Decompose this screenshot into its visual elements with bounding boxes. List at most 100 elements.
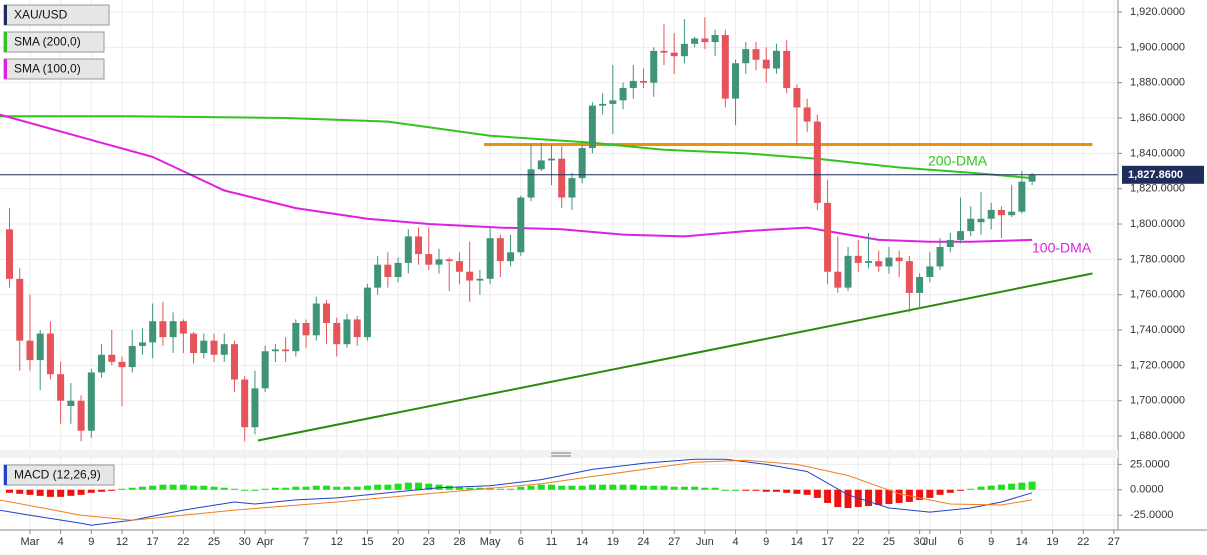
x-tick-label: 9 <box>988 536 994 548</box>
macd-histogram-bar <box>864 489 872 507</box>
candle-body <box>1028 174 1036 182</box>
legend-item[interactable]: MACD (12,26,9) <box>3 464 115 486</box>
macd-histogram-bar <box>885 489 893 504</box>
y-tick-label: 1,920.0000 <box>1130 6 1185 18</box>
macd-histogram-bar <box>404 482 412 490</box>
macd-histogram-bar <box>547 484 555 490</box>
macd-histogram-bar <box>527 485 535 490</box>
x-tick-label: 9 <box>763 536 769 548</box>
y-tick-label: 1,740.0000 <box>1130 324 1185 336</box>
x-tick-label: 30 <box>913 536 925 548</box>
panel-divider[interactable] <box>0 450 1118 458</box>
candle-body <box>721 34 729 99</box>
macd-histogram-bar <box>670 486 678 490</box>
macd-histogram-bar <box>363 485 371 490</box>
x-tick-label: 15 <box>361 536 373 548</box>
candle-body <box>762 59 770 69</box>
legend-swatch <box>4 32 7 52</box>
candle-body <box>292 322 300 352</box>
candle-body <box>190 333 198 354</box>
macd-histogram-bar <box>169 484 177 490</box>
candle-body <box>138 342 146 346</box>
x-tick-label: 4 <box>58 536 64 548</box>
x-tick-label: 17 <box>821 536 833 548</box>
candle-body <box>323 303 331 323</box>
legend-label: SMA (100,0) <box>14 62 81 76</box>
candle-body <box>844 255 852 288</box>
candle-body <box>732 63 740 99</box>
candle-body <box>609 100 617 104</box>
macd-histogram-bar <box>916 489 924 500</box>
macd-histogram-bar <box>220 487 228 490</box>
candle-body <box>701 38 709 43</box>
candle-body <box>507 252 515 262</box>
candle-body <box>67 400 75 407</box>
candle-body <box>885 257 893 267</box>
x-tick-label: May <box>480 536 501 548</box>
candle-body <box>425 254 433 265</box>
macd-histogram-bar <box>711 487 719 490</box>
y-tick-label: 1,800.0000 <box>1130 218 1185 230</box>
legend-item[interactable]: XAU/USD <box>3 4 110 26</box>
candle-body <box>343 319 351 345</box>
x-tick-label: 12 <box>116 536 128 548</box>
macd-line <box>0 458 1033 526</box>
macd-histogram-bar <box>282 487 290 490</box>
macd-histogram-bar <box>343 486 351 490</box>
macd-histogram-bar <box>844 489 852 509</box>
candle-body <box>558 158 566 198</box>
candle-body <box>435 259 443 265</box>
macd-histogram-bar <box>108 489 116 491</box>
macd-histogram-bar <box>200 485 208 490</box>
macd-histogram-bar <box>149 485 157 490</box>
legend-item[interactable]: SMA (100,0) <box>3 58 105 80</box>
candle-body <box>680 43 688 57</box>
candle-body <box>813 121 821 203</box>
candle-body <box>568 178 576 198</box>
candle-body <box>640 80 648 83</box>
macd-histogram-bar <box>241 489 249 491</box>
macd-histogram-bar <box>568 485 576 490</box>
candle-body <box>261 351 269 389</box>
x-tick-label: 22 <box>852 536 864 548</box>
candle-body <box>87 372 95 431</box>
legend-item[interactable]: SMA (200,0) <box>3 31 105 53</box>
candle-body <box>353 319 361 338</box>
macd-histogram-bar <box>77 489 85 495</box>
candle-body <box>415 236 423 255</box>
macd-histogram-bar <box>190 485 198 490</box>
candle-body <box>946 239 954 247</box>
legend-label: SMA (200,0) <box>14 35 81 49</box>
macd-histogram-bar <box>987 485 995 490</box>
candle-body <box>711 34 719 43</box>
candle-body <box>660 50 668 53</box>
macd-histogram-bar <box>159 484 167 490</box>
candle-body <box>363 287 371 338</box>
x-tick-label: 14 <box>791 536 803 548</box>
candle-body <box>527 169 535 198</box>
candle-body <box>77 400 85 431</box>
macd-histogram-bar <box>394 483 402 490</box>
macd-histogram-bar <box>824 489 832 503</box>
x-tick-label: 30 <box>239 536 251 548</box>
candle-body <box>875 261 883 267</box>
candle-body <box>302 322 310 336</box>
candle-body <box>977 218 985 223</box>
x-tick-label: 22 <box>177 536 189 548</box>
candle-body <box>200 340 208 354</box>
macd-histogram-bar <box>292 486 300 490</box>
macd-histogram-bar <box>640 485 648 490</box>
macd-histogram-bar <box>323 485 331 490</box>
x-tick-label: 23 <box>423 536 435 548</box>
candle-body <box>578 148 586 179</box>
x-tick-label: 12 <box>331 536 343 548</box>
candle-body <box>271 349 279 352</box>
candle-body <box>282 349 290 352</box>
candle-body <box>599 103 607 106</box>
sma-line <box>0 113 1033 243</box>
macd-histogram-bar <box>997 484 1005 490</box>
macd-histogram-bar <box>762 489 770 492</box>
macd-histogram-bar <box>415 482 423 490</box>
